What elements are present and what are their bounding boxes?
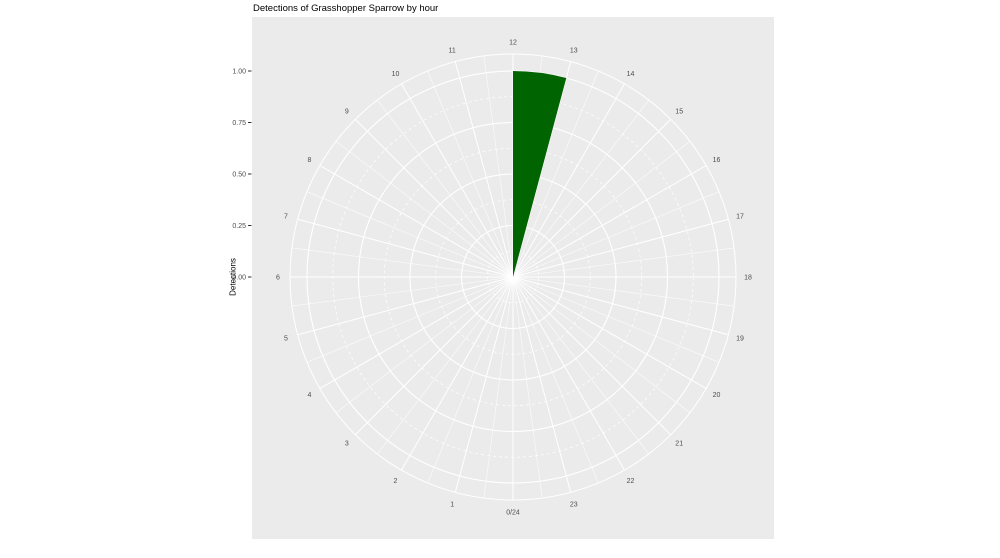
hour-label: 7 bbox=[284, 214, 288, 221]
hour-label: 16 bbox=[713, 157, 721, 164]
hour-label: 4 bbox=[308, 392, 312, 399]
hour-label: 13 bbox=[570, 47, 578, 54]
half-hour-spoke bbox=[512, 247, 735, 278]
hour-label: 19 bbox=[736, 335, 744, 342]
r-axis-tick-label: 1.00 bbox=[232, 68, 246, 75]
r-axis-tick-label: 0.75 bbox=[232, 120, 246, 127]
half-hour-spoke bbox=[335, 141, 514, 278]
hour-label: 3 bbox=[345, 441, 349, 448]
hour-spoke bbox=[512, 118, 672, 278]
half-hour-spoke bbox=[483, 276, 514, 499]
hour-label: 1 bbox=[450, 501, 454, 508]
hour-label: 21 bbox=[675, 441, 683, 448]
half-hour-spoke bbox=[512, 276, 543, 499]
hour-label: 20 bbox=[713, 392, 721, 399]
half-hour-spoke bbox=[291, 276, 514, 307]
r-axis-tick-label: 0.50 bbox=[232, 171, 246, 178]
hour-label: 8 bbox=[308, 157, 312, 164]
half-hour-spoke bbox=[377, 276, 514, 455]
r-axis-tick-label: 0.00 bbox=[232, 274, 246, 281]
hour-spoke bbox=[297, 276, 514, 336]
hour-spoke bbox=[319, 276, 514, 389]
half-hour-spoke bbox=[512, 276, 691, 413]
hour-label: 17 bbox=[736, 214, 744, 221]
hour-label: 22 bbox=[627, 478, 635, 485]
half-hour-spoke bbox=[306, 191, 514, 278]
hour-spoke bbox=[512, 276, 572, 493]
hour-label: 15 bbox=[675, 108, 683, 115]
hour-spoke bbox=[512, 276, 672, 436]
hour-label: 5 bbox=[284, 335, 288, 342]
half-hour-spoke bbox=[427, 70, 514, 278]
half-hour-spoke bbox=[306, 276, 514, 363]
hour-label: 0/24 bbox=[506, 509, 520, 516]
chart-title: Detections of Grasshopper Sparrow by hou… bbox=[253, 3, 439, 14]
half-hour-spoke bbox=[512, 276, 599, 484]
hour-label: 6 bbox=[276, 274, 280, 281]
hour-label: 18 bbox=[744, 274, 752, 281]
hour-spoke bbox=[401, 276, 514, 471]
half-hour-spoke bbox=[512, 191, 720, 278]
hour-label: 9 bbox=[345, 108, 349, 115]
hour-label: 10 bbox=[392, 71, 400, 78]
hour-spoke bbox=[512, 276, 729, 336]
hour-spoke bbox=[401, 83, 514, 278]
hour-label: 11 bbox=[449, 47, 456, 54]
half-hour-spoke bbox=[512, 276, 720, 363]
hour-spoke bbox=[512, 218, 729, 278]
detection-wedge bbox=[513, 71, 567, 277]
hour-label: 12 bbox=[509, 39, 517, 46]
half-hour-spoke bbox=[427, 276, 514, 484]
half-hour-spoke bbox=[377, 99, 514, 278]
half-hour-spoke bbox=[335, 276, 514, 413]
r-axis-tick-label: 0.25 bbox=[232, 223, 246, 230]
half-hour-spoke bbox=[512, 276, 649, 455]
hour-spoke bbox=[512, 276, 707, 389]
hour-spoke bbox=[454, 276, 514, 493]
hour-spoke bbox=[512, 165, 707, 278]
hour-spoke bbox=[512, 83, 625, 278]
outer-ring bbox=[289, 53, 737, 501]
hour-label: 23 bbox=[570, 501, 578, 508]
half-hour-spoke bbox=[483, 55, 514, 278]
hour-label: 14 bbox=[627, 71, 635, 78]
hour-spoke bbox=[354, 276, 514, 436]
half-hour-spoke bbox=[512, 99, 649, 278]
hour-spoke bbox=[454, 61, 514, 278]
hour-spoke bbox=[319, 165, 514, 278]
half-hour-spoke bbox=[512, 276, 735, 307]
hour-spoke bbox=[354, 118, 514, 278]
hour-label: 2 bbox=[394, 478, 398, 485]
hour-spoke bbox=[297, 218, 514, 278]
half-hour-spoke bbox=[512, 70, 599, 278]
half-hour-spoke bbox=[291, 247, 514, 278]
half-hour-spoke bbox=[512, 141, 691, 278]
hour-spoke bbox=[512, 276, 625, 471]
